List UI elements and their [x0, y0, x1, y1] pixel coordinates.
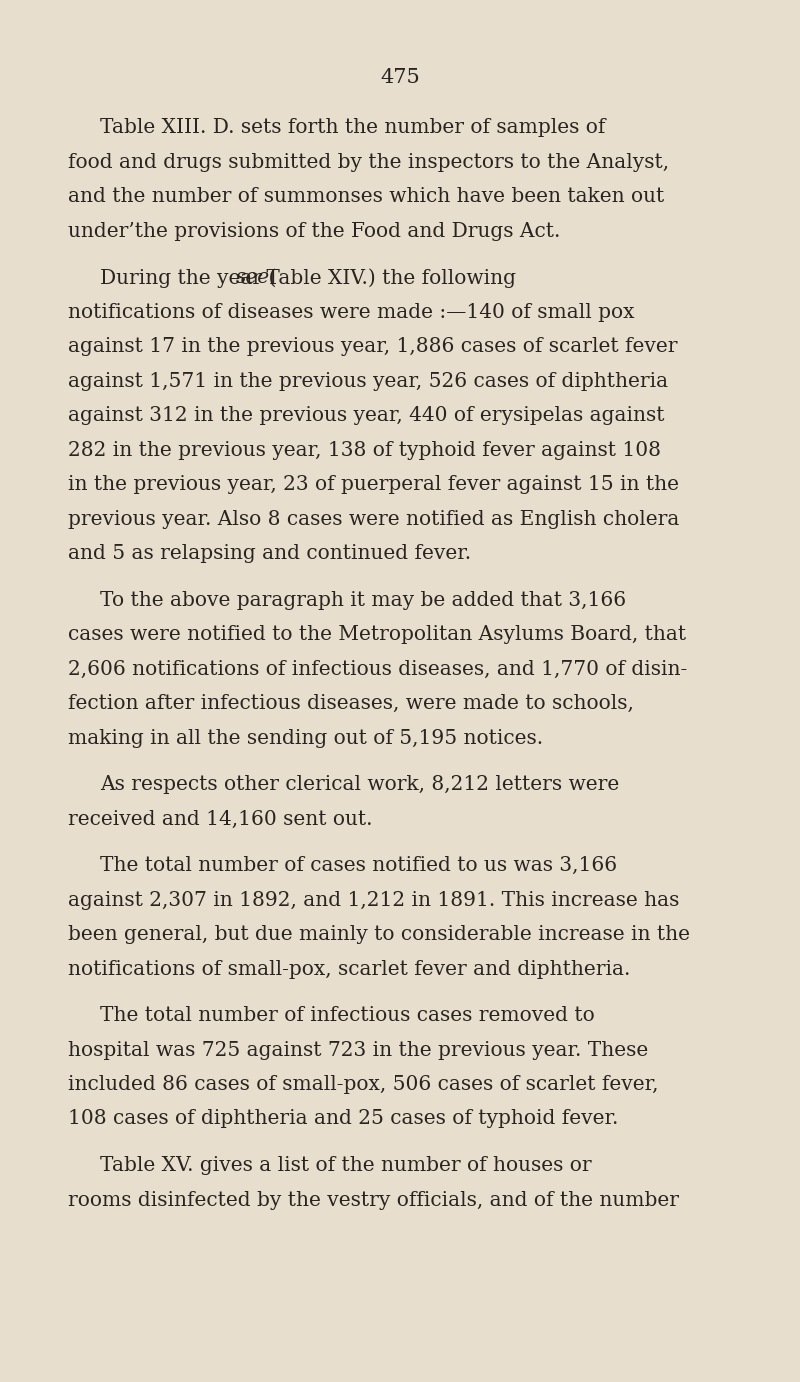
Text: cases were notified to the Metropolitan Asylums Board, that: cases were notified to the Metropolitan …	[68, 625, 686, 644]
Text: making in all the sending out of 5,195 notices.: making in all the sending out of 5,195 n…	[68, 728, 543, 748]
Text: fection after infectious diseases, were made to schools,: fection after infectious diseases, were …	[68, 694, 634, 713]
Text: see: see	[236, 268, 270, 287]
Text: against 1,571 in the previous year, 526 cases of diphtheria: against 1,571 in the previous year, 526 …	[68, 372, 668, 391]
Text: The total number of cases notified to us was 3,166: The total number of cases notified to us…	[100, 855, 617, 875]
Text: 282 in the previous year, 138 of typhoid fever against 108: 282 in the previous year, 138 of typhoid…	[68, 441, 661, 459]
Text: 2,606 notifications of infectious diseases, and 1,770 of disin-: 2,606 notifications of infectious diseas…	[68, 659, 687, 679]
Text: and 5 as relapsing and continued fever.: and 5 as relapsing and continued fever.	[68, 545, 471, 562]
Text: against 2,307 in 1892, and 1,212 in 1891. This increase has: against 2,307 in 1892, and 1,212 in 1891…	[68, 890, 679, 909]
Text: hospital was 725 against 723 in the previous year. These: hospital was 725 against 723 in the prev…	[68, 1041, 648, 1060]
Text: 108 cases of diphtheria and 25 cases of typhoid fever.: 108 cases of diphtheria and 25 cases of …	[68, 1110, 618, 1129]
Text: previous year. Also 8 cases were notified as English cholera: previous year. Also 8 cases were notifie…	[68, 510, 679, 528]
Text: During the year (: During the year (	[100, 268, 276, 287]
Text: against 312 in the previous year, 440 of erysipelas against: against 312 in the previous year, 440 of…	[68, 406, 665, 426]
Text: To the above paragraph it may be added that 3,166: To the above paragraph it may be added t…	[100, 590, 626, 609]
Text: As respects other clerical work, 8,212 letters were: As respects other clerical work, 8,212 l…	[100, 775, 619, 795]
Text: under’the provisions of the Food and Drugs Act.: under’the provisions of the Food and Dru…	[68, 221, 560, 240]
Text: The total number of infectious cases removed to: The total number of infectious cases rem…	[100, 1006, 594, 1025]
Text: 475: 475	[380, 68, 420, 87]
Text: and the number of summonses which have been taken out: and the number of summonses which have b…	[68, 187, 664, 206]
Text: notifications of small-pox, scarlet fever and diphtheria.: notifications of small-pox, scarlet feve…	[68, 959, 630, 978]
Text: food and drugs submitted by the inspectors to the Analyst,: food and drugs submitted by the inspecto…	[68, 152, 669, 171]
Text: been general, but due mainly to considerable increase in the: been general, but due mainly to consider…	[68, 925, 690, 944]
Text: against 17 in the previous year, 1,886 cases of scarlet fever: against 17 in the previous year, 1,886 c…	[68, 337, 678, 357]
Text: rooms disinfected by the vestry officials, and of the number: rooms disinfected by the vestry official…	[68, 1190, 679, 1209]
Text: Table XIV.) the following: Table XIV.) the following	[260, 268, 516, 287]
Text: in the previous year, 23 of puerperal fever against 15 in the: in the previous year, 23 of puerperal fe…	[68, 475, 679, 493]
Text: included 86 cases of small-pox, 506 cases of scarlet fever,: included 86 cases of small-pox, 506 case…	[68, 1075, 658, 1095]
Text: received and 14,160 sent out.: received and 14,160 sent out.	[68, 810, 373, 828]
Text: Table XV. gives a list of the number of houses or: Table XV. gives a list of the number of …	[100, 1155, 592, 1175]
Text: Table XIII. D. sets forth the number of samples of: Table XIII. D. sets forth the number of …	[100, 117, 606, 137]
Text: notifications of diseases were made :—140 of small pox: notifications of diseases were made :—14…	[68, 303, 634, 322]
